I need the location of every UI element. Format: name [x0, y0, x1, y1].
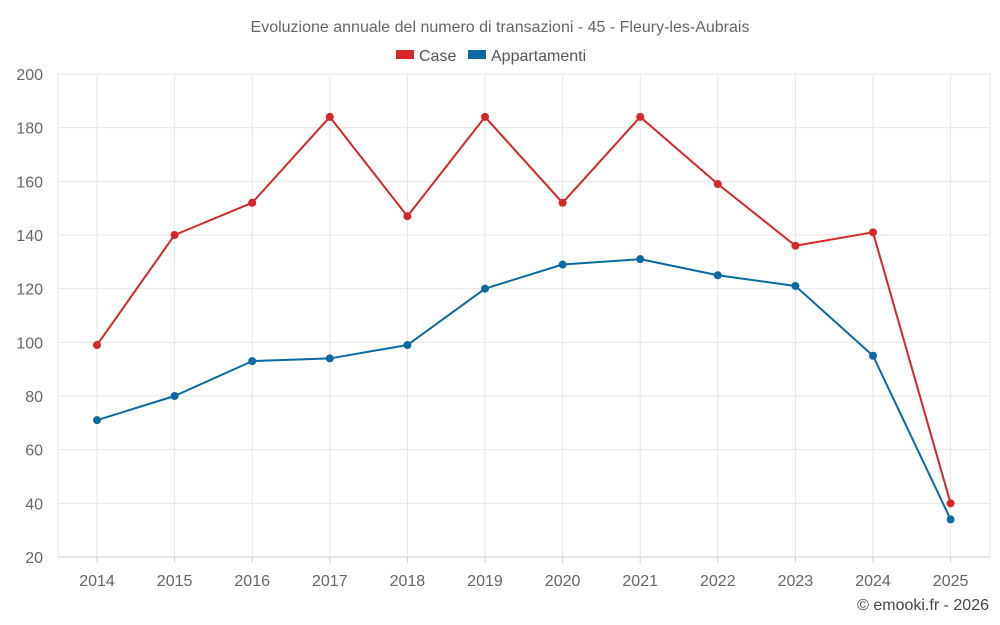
x-tick-label: 2022	[700, 573, 736, 590]
legend-swatch-appartamenti	[468, 50, 486, 59]
point-appartamenti-2018[interactable]	[403, 341, 412, 350]
point-appartamenti-2015[interactable]	[170, 392, 179, 400]
x-axis: 2014 2015 2016 2017 2018 2019 2020 2021 2022 2023…	[79, 557, 968, 590]
point-case-2015[interactable]	[170, 231, 179, 239]
point-case-2025[interactable]	[946, 499, 955, 508]
y-tick-label: 80	[25, 389, 43, 406]
grid	[57, 73, 991, 558]
point-case-2020[interactable]	[558, 198, 567, 207]
y-tick-label: 120	[16, 282, 43, 299]
point-appartamenti-2016[interactable]	[248, 357, 257, 366]
y-tick-label: 180	[16, 121, 43, 138]
y-tick-label: 20	[25, 550, 43, 567]
x-tick-label: 2020	[545, 573, 581, 590]
series-line-case	[96, 115, 952, 504]
x-tick-label: 2015	[157, 573, 193, 590]
y-tick-label: 60	[25, 443, 43, 460]
point-case-2022[interactable]	[713, 180, 722, 189]
series	[93, 112, 955, 524]
point-appartamenti-2023[interactable]	[791, 281, 800, 290]
point-case-2014[interactable]	[93, 341, 101, 350]
x-tick-label: 2018	[390, 573, 426, 590]
x-tick-label: 2019	[467, 573, 503, 590]
x-tick-label: 2023	[778, 573, 814, 590]
point-case-2019[interactable]	[481, 112, 489, 121]
credit-text: © emooki.fr - 2026	[857, 597, 989, 614]
point-appartamenti-2021[interactable]	[636, 255, 645, 264]
x-tick-label: 2021	[622, 573, 658, 590]
x-tick-label: 2014	[79, 573, 115, 590]
point-appartamenti-2017[interactable]	[325, 354, 334, 363]
point-appartamenti-2024[interactable]	[869, 351, 877, 360]
legend-label-appartamenti: Appartamenti	[491, 48, 586, 65]
point-case-2023[interactable]	[791, 241, 800, 250]
legend-label-case: Case	[419, 48, 456, 65]
y-tick-label: 40	[25, 496, 43, 513]
point-appartamenti-2025[interactable]	[946, 515, 955, 524]
point-case-2016[interactable]	[248, 198, 257, 207]
chart-title: Evoluzione annuale del numero di transaz…	[251, 19, 750, 36]
x-tick-label: 2016	[234, 573, 270, 590]
point-case-2024[interactable]	[869, 228, 877, 237]
series-line-appartamenti	[96, 258, 952, 520]
x-tick-label: 2017	[312, 573, 348, 590]
y-tick-label: 160	[16, 174, 43, 191]
x-tick-label: 2025	[933, 573, 969, 590]
point-appartamenti-2014[interactable]	[93, 416, 101, 425]
legend-swatch-case	[396, 50, 414, 59]
y-axis: 20 40 60 80 100 120 140 160 180 200	[16, 67, 43, 567]
x-tick-label: 2024	[855, 573, 891, 590]
point-appartamenti-2022[interactable]	[713, 271, 722, 280]
point-case-2017[interactable]	[325, 112, 334, 121]
point-appartamenti-2020[interactable]	[558, 260, 567, 269]
point-appartamenti-2019[interactable]	[481, 284, 489, 293]
point-case-2021[interactable]	[636, 112, 645, 121]
point-case-2018[interactable]	[403, 212, 412, 221]
y-tick-label: 100	[16, 335, 43, 352]
y-tick-label: 200	[16, 67, 43, 84]
y-tick-label: 140	[16, 228, 43, 245]
legend: Case Appartamenti	[396, 48, 586, 65]
